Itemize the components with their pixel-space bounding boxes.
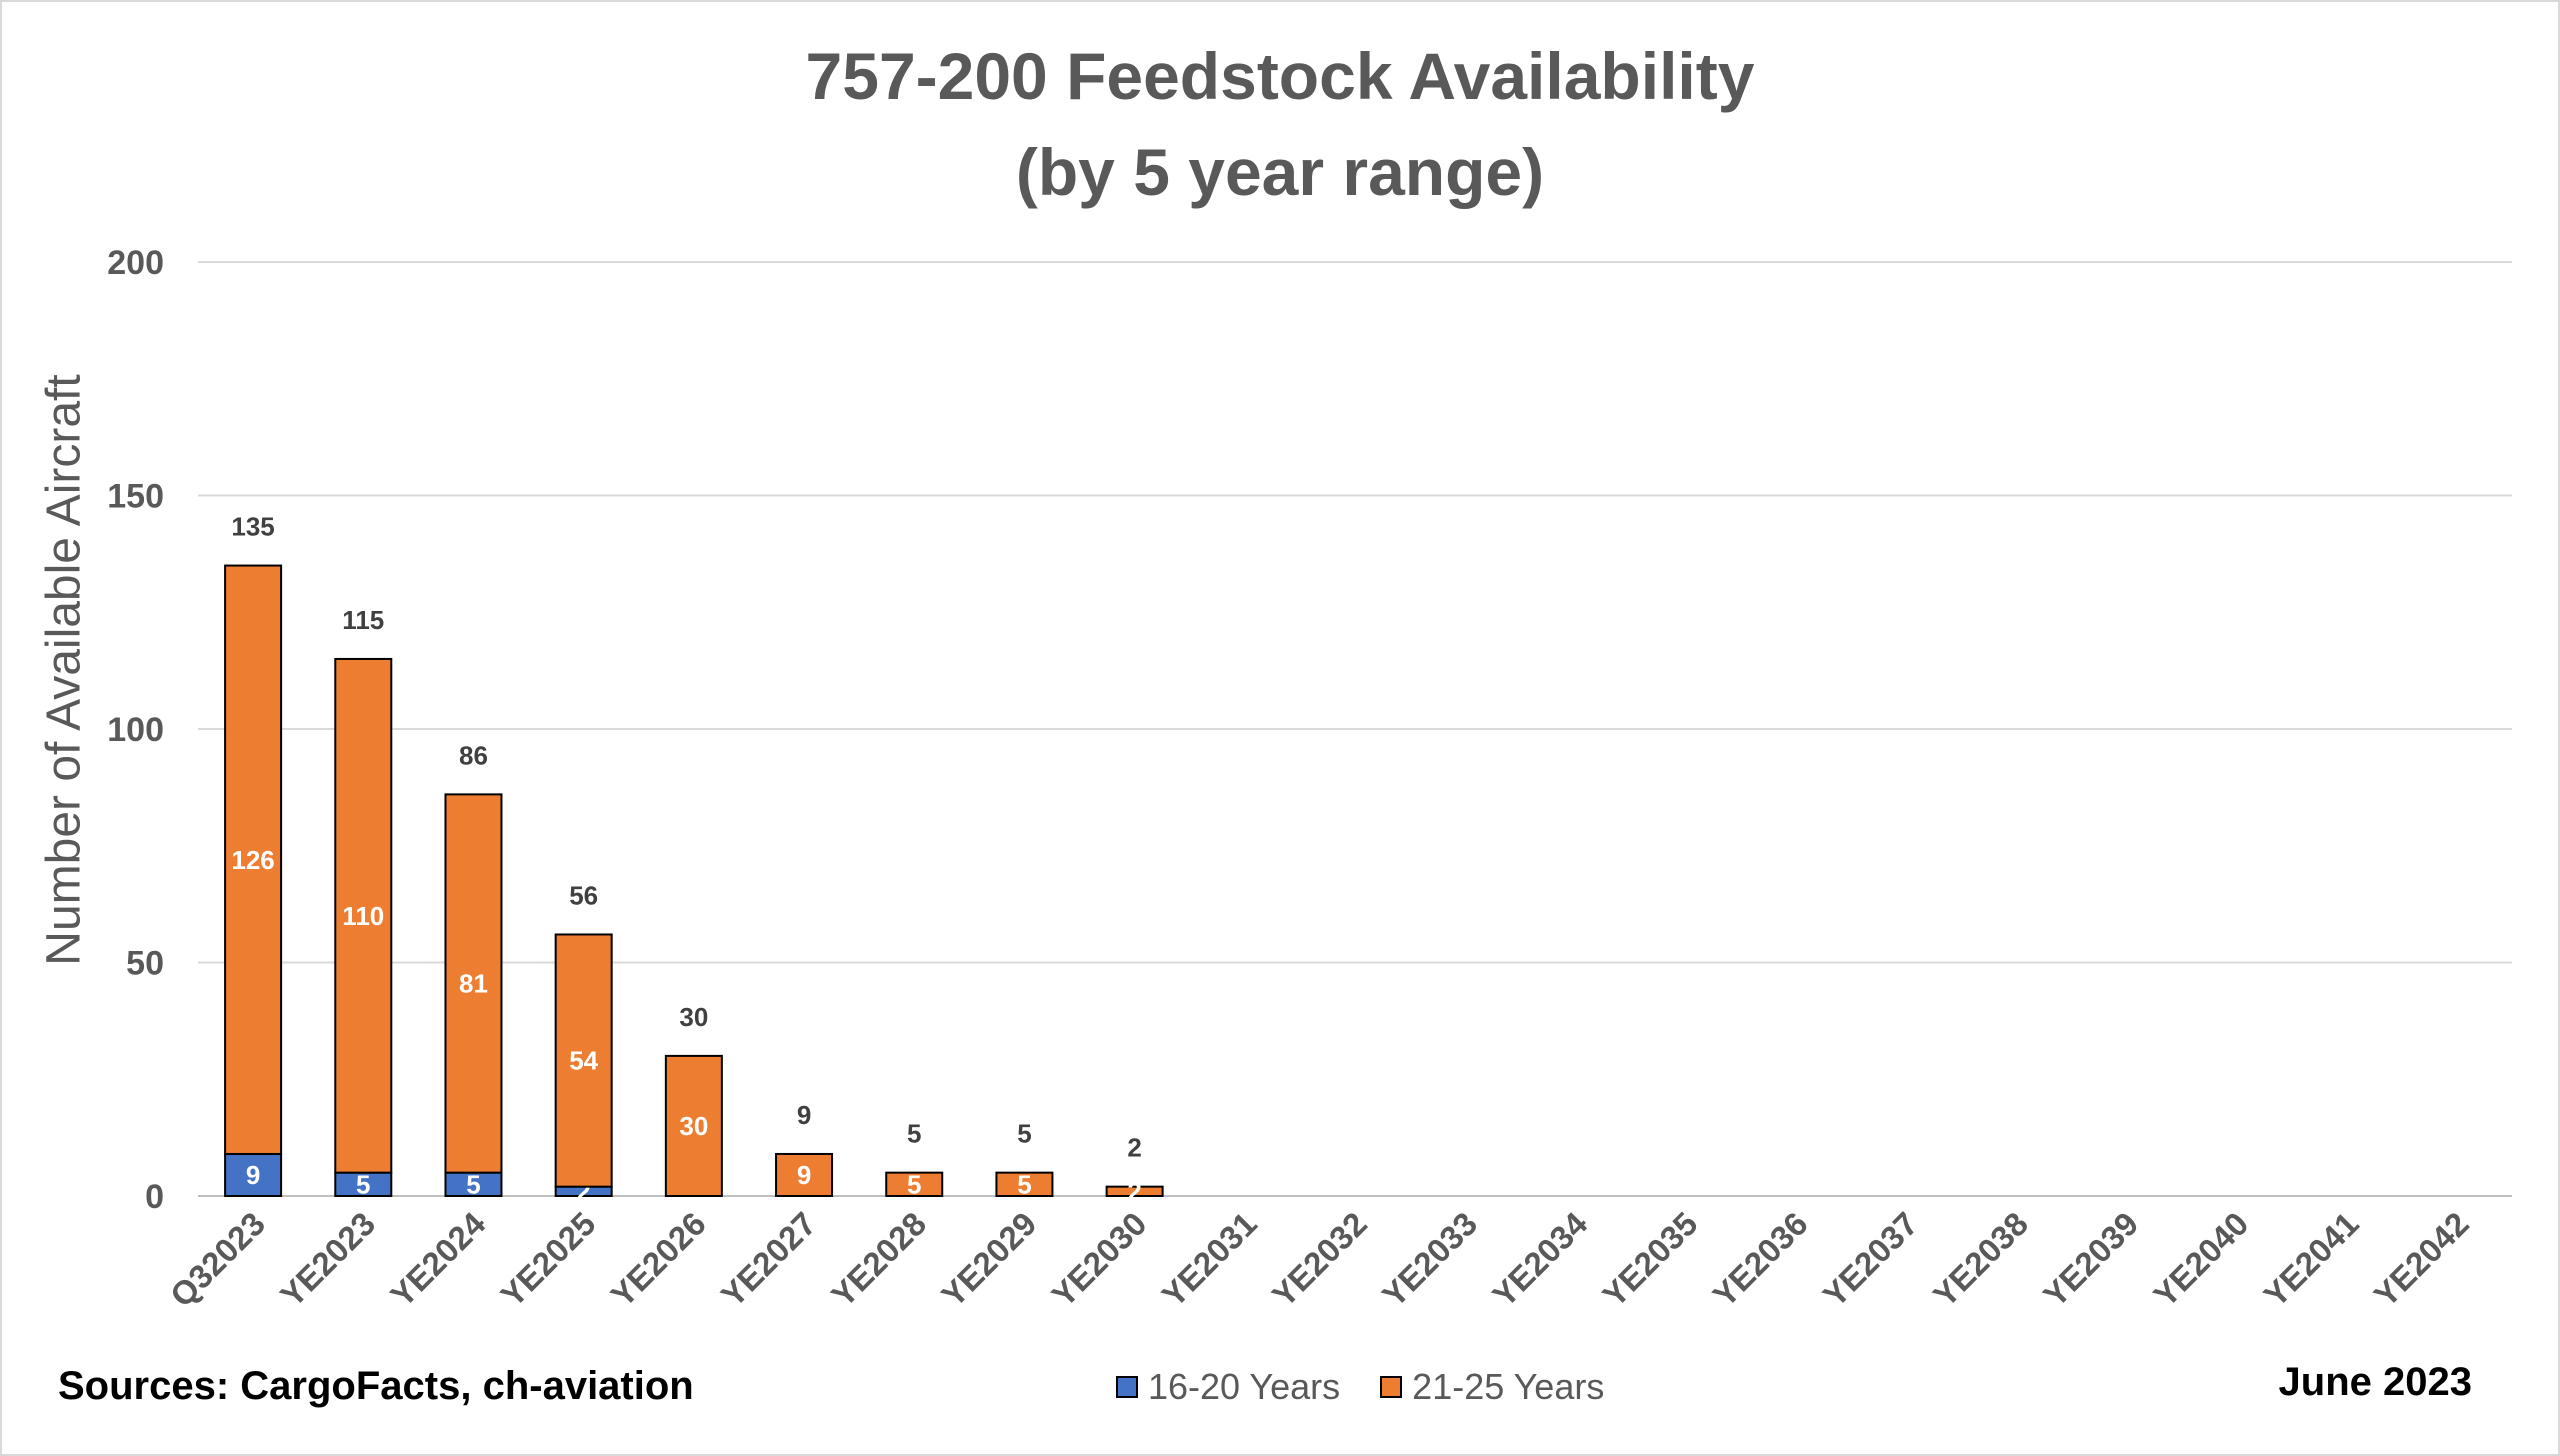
bar-segment-21-25 [224, 564, 283, 1155]
segment-label-21-25: 81 [459, 969, 488, 999]
sources-note: Sources: CargoFacts, ch-aviation [58, 1364, 694, 1408]
legend-item-16-20: 16-20 Years [1116, 1366, 1340, 1408]
total-label: 5 [1017, 1119, 1031, 1149]
legend-swatch-21-25 [1380, 1376, 1403, 1398]
legend-label-21-25: 21-25 Years [1412, 1366, 1605, 1407]
x-tick-label: YE2040 [2146, 1205, 2255, 1314]
segment-label-21-25: 30 [679, 1111, 708, 1141]
bar-segment-21-25 [995, 1171, 1054, 1198]
legend-item-21-25: 21-25 Years [1380, 1366, 1604, 1408]
x-tick-label: YE2028 [824, 1205, 933, 1314]
segment-label-21-25: 5 [907, 1169, 921, 1199]
segment-label-21-25: 110 [342, 901, 384, 931]
y-tick-label: 0 [145, 1178, 164, 1216]
segment-label-16-20: 5 [356, 1169, 370, 1199]
x-tick-label: YE2030 [1044, 1205, 1153, 1314]
x-tick-label: YE2035 [1595, 1205, 1704, 1314]
total-label: 135 [231, 512, 274, 542]
total-label: 115 [342, 605, 384, 635]
legend-label-16-20: 16-20 Years [1148, 1366, 1341, 1407]
x-tick-label: YE2038 [1926, 1205, 2035, 1314]
total-label: 30 [679, 1002, 708, 1032]
x-tick-label: YE2024 [383, 1204, 493, 1314]
total-label: 56 [569, 880, 598, 910]
segment-label-21-25: 126 [231, 845, 274, 875]
segment-label-16-20: 5 [466, 1169, 480, 1199]
segment-label-21-25: 9 [797, 1160, 811, 1190]
segment-label-16-20: 9 [246, 1160, 260, 1190]
x-tick-label: YE2026 [604, 1205, 713, 1314]
bar-segment-21-25 [444, 793, 503, 1174]
total-label: 86 [459, 740, 488, 770]
x-tick-label: YE2029 [934, 1205, 1043, 1314]
bar-segment-21-25 [1105, 1185, 1164, 1198]
x-tick-label: YE2041 [2256, 1205, 2365, 1314]
chart-subtitle: (by 5 year range) [1015, 135, 1545, 209]
total-label: 2 [1127, 1133, 1141, 1163]
y-tick-label: 100 [107, 711, 164, 749]
y-tick-label: 150 [107, 478, 164, 516]
legend: 16-20 Years 21-25 Years [1116, 1366, 1644, 1408]
chart-title: 757-200 Feedstock Availability [805, 39, 1755, 113]
bar-segment-21-25 [885, 1171, 944, 1198]
legend-swatch-16-20 [1116, 1376, 1138, 1398]
bar-segment-16-20 [224, 1152, 283, 1197]
x-tick-label: YE2025 [493, 1205, 602, 1314]
x-tick-label: YE2023 [273, 1205, 382, 1314]
date-note: June 2023 [2278, 1360, 2472, 1404]
bar-segment-21-25 [664, 1054, 723, 1198]
y-tick-label: 200 [107, 244, 164, 282]
x-tick-label: YE2039 [2036, 1205, 2145, 1314]
segment-label-21-25: 5 [1017, 1169, 1031, 1199]
x-tick-label: YE2031 [1155, 1205, 1264, 1314]
bar-segment-21-25 [775, 1152, 834, 1197]
x-tick-label: YE2033 [1375, 1205, 1484, 1314]
y-tick-label: 50 [126, 945, 164, 983]
x-tick-label: YE2037 [1816, 1205, 1925, 1314]
bar-segment-21-25 [554, 933, 613, 1188]
x-tick-label: YE2036 [1706, 1205, 1815, 1314]
segment-label-21-25: 2 [1127, 1176, 1141, 1206]
x-tick-label: YE2027 [714, 1205, 823, 1314]
x-tick-label: YE2034 [1485, 1204, 1595, 1314]
total-label: 5 [907, 1119, 921, 1149]
x-tick-label: YE2042 [2367, 1205, 2476, 1314]
total-label: 9 [797, 1100, 811, 1130]
bar-segment-21-25 [334, 657, 393, 1174]
x-tick-label: YE2032 [1265, 1205, 1374, 1314]
segment-label-21-25: 54 [569, 1046, 598, 1076]
x-tick-label: Q32023 [163, 1205, 272, 1314]
